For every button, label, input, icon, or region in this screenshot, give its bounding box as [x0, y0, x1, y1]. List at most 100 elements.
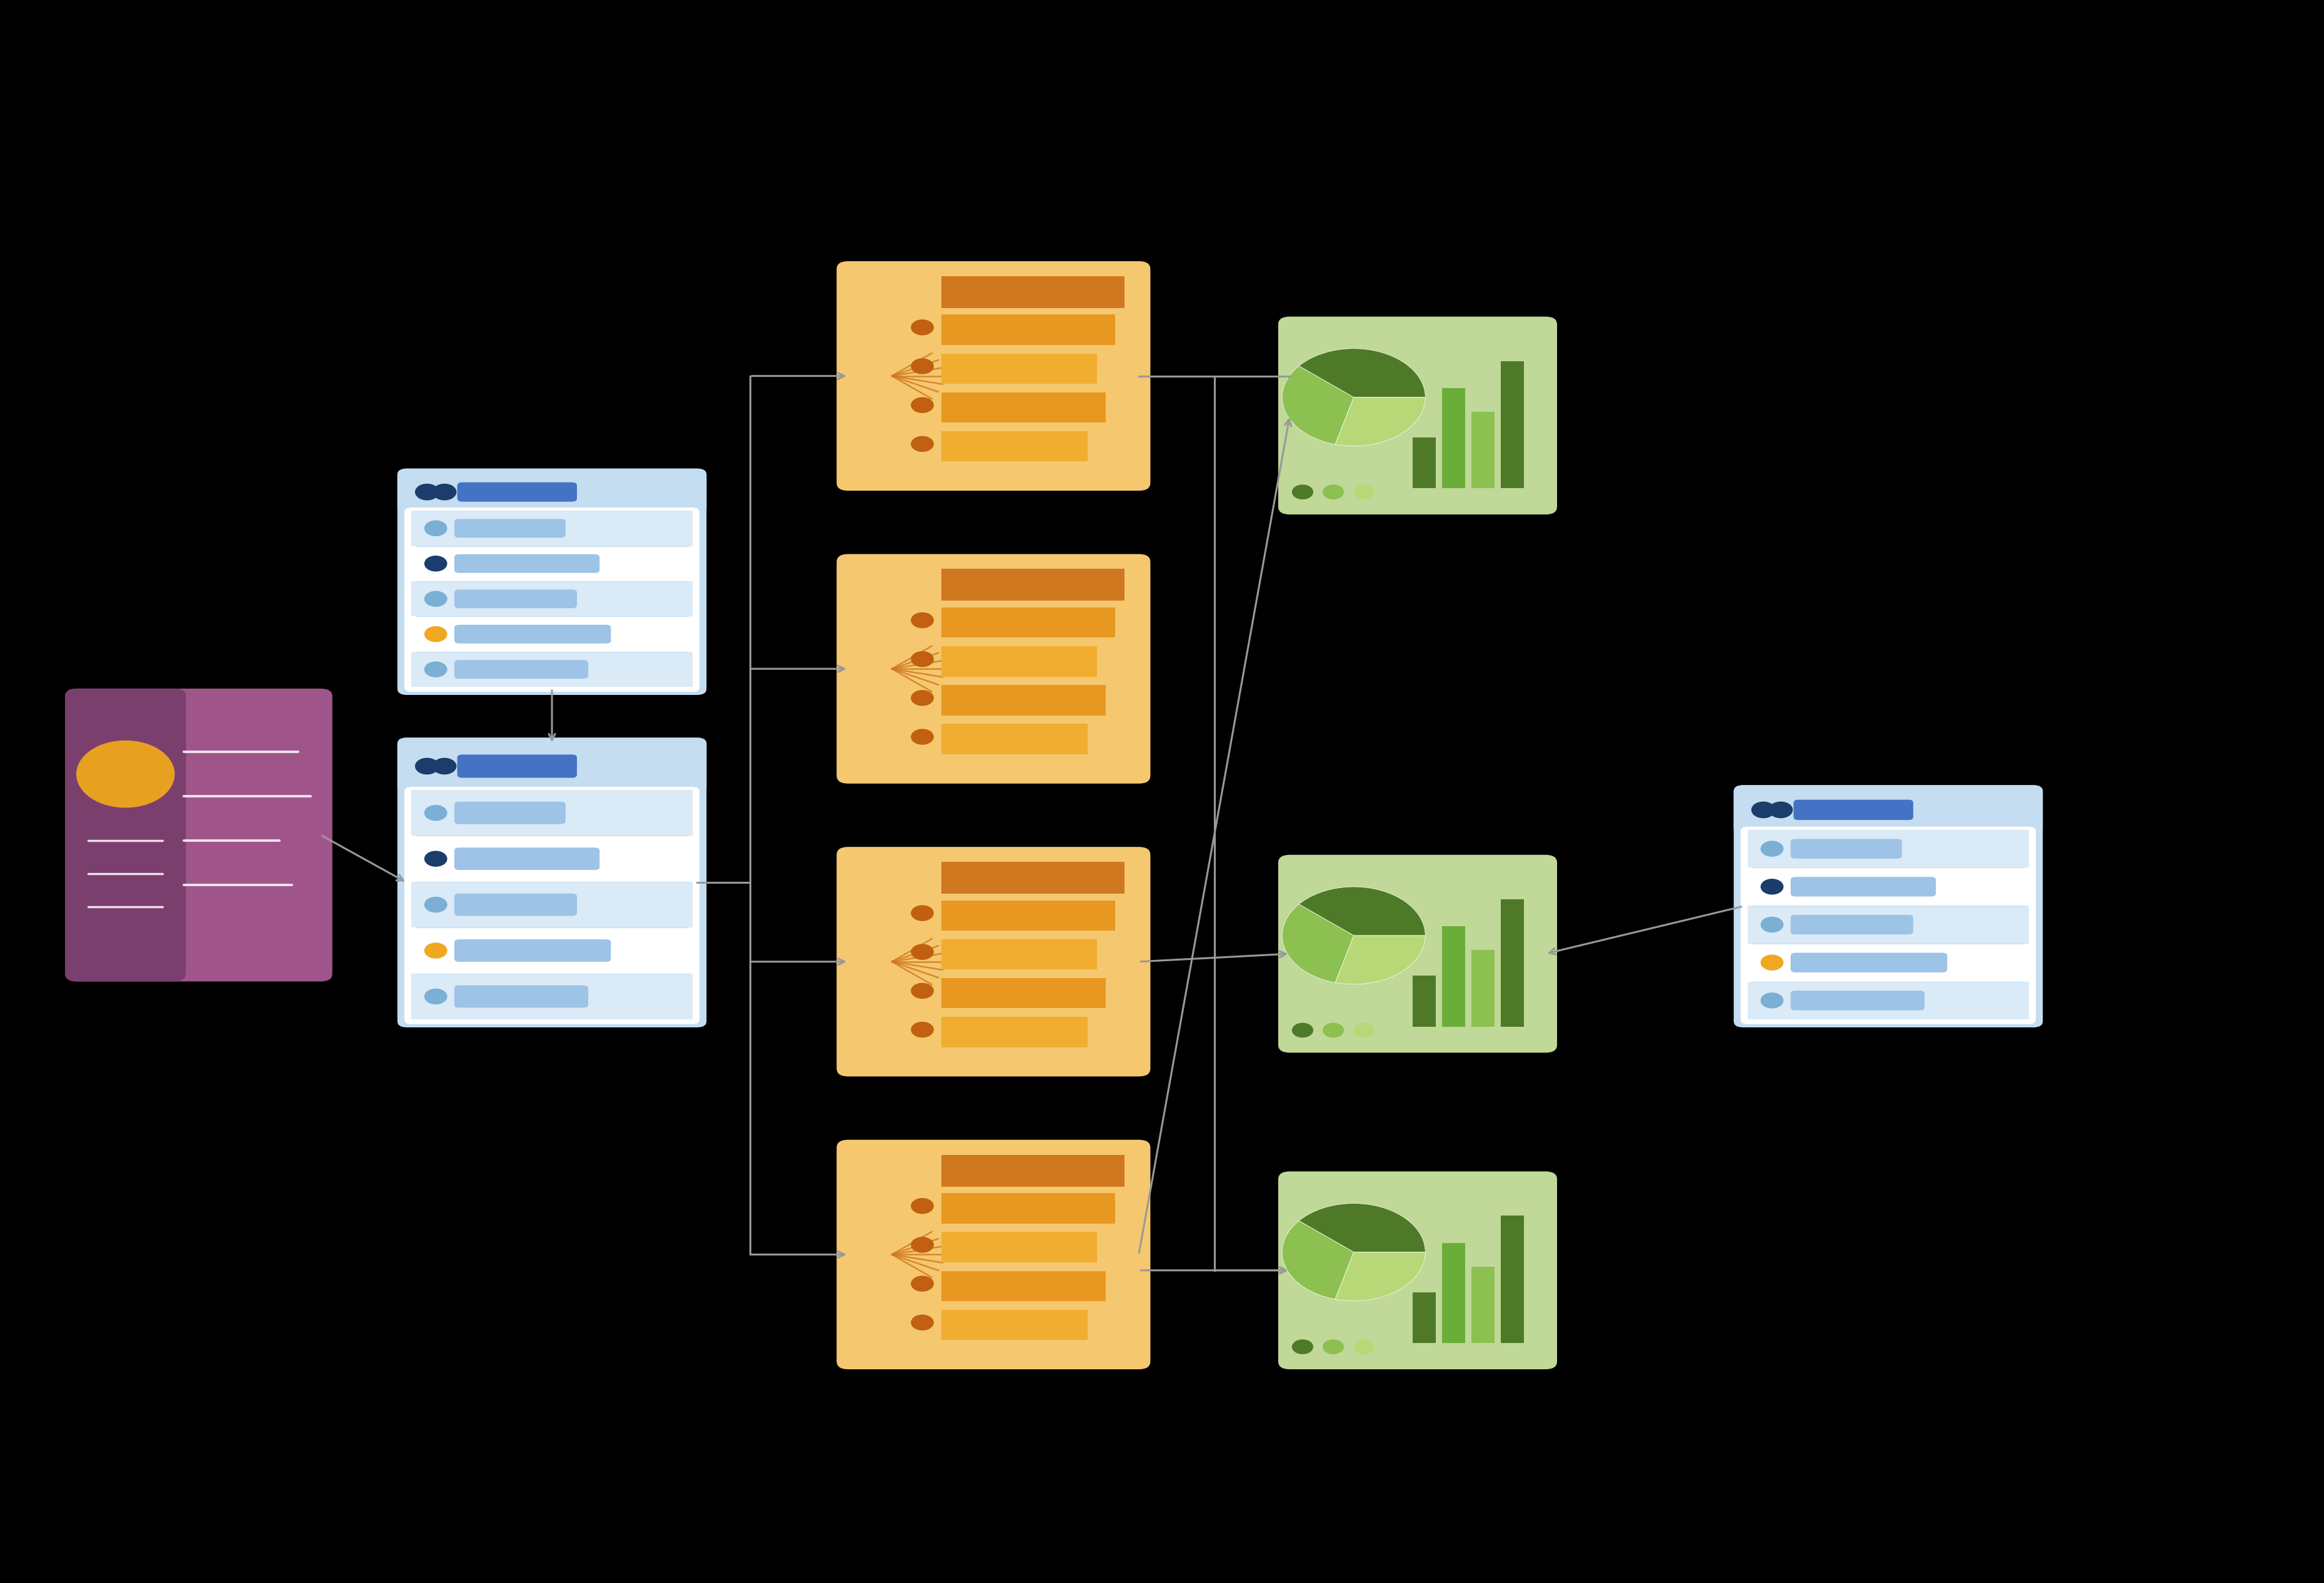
Bar: [1413, 975, 1436, 1027]
Circle shape: [77, 741, 174, 807]
Circle shape: [911, 613, 934, 628]
FancyBboxPatch shape: [453, 985, 588, 1008]
FancyBboxPatch shape: [837, 1140, 1150, 1369]
Bar: [941, 353, 1097, 383]
Bar: [941, 568, 1125, 602]
Circle shape: [911, 359, 934, 374]
Wedge shape: [1336, 1252, 1425, 1301]
FancyBboxPatch shape: [1278, 317, 1557, 514]
FancyBboxPatch shape: [453, 939, 611, 962]
Circle shape: [911, 905, 934, 921]
Bar: [1501, 899, 1525, 1027]
FancyBboxPatch shape: [1789, 991, 1924, 1010]
Bar: [941, 685, 1106, 716]
Bar: [1441, 388, 1464, 488]
Circle shape: [425, 943, 446, 958]
FancyBboxPatch shape: [1794, 799, 1913, 820]
FancyBboxPatch shape: [1741, 826, 2036, 1024]
Bar: [1501, 361, 1525, 488]
FancyBboxPatch shape: [837, 847, 1150, 1076]
Bar: [941, 646, 1097, 676]
Bar: [411, 974, 693, 1019]
Wedge shape: [1336, 936, 1425, 985]
FancyBboxPatch shape: [65, 689, 186, 981]
FancyBboxPatch shape: [1278, 1171, 1557, 1369]
Circle shape: [1353, 1339, 1373, 1353]
Bar: [1748, 829, 2029, 867]
Circle shape: [1769, 803, 1792, 818]
FancyBboxPatch shape: [458, 755, 576, 777]
Bar: [941, 1232, 1097, 1262]
Circle shape: [1322, 484, 1343, 499]
Bar: [941, 861, 1125, 894]
FancyBboxPatch shape: [397, 738, 706, 1027]
Bar: [941, 393, 1106, 423]
Bar: [1748, 905, 2029, 943]
Bar: [941, 901, 1116, 931]
Circle shape: [911, 1276, 934, 1292]
Circle shape: [416, 484, 439, 500]
Circle shape: [432, 758, 456, 774]
FancyBboxPatch shape: [404, 787, 700, 1024]
Bar: [941, 1194, 1116, 1224]
FancyBboxPatch shape: [397, 738, 706, 795]
Circle shape: [425, 592, 446, 606]
Wedge shape: [1283, 1220, 1353, 1300]
Circle shape: [1322, 1339, 1343, 1353]
Circle shape: [1752, 803, 1776, 818]
Circle shape: [911, 437, 934, 451]
Circle shape: [425, 627, 446, 641]
FancyBboxPatch shape: [458, 483, 576, 502]
Circle shape: [911, 1315, 934, 1330]
FancyBboxPatch shape: [397, 469, 706, 695]
Circle shape: [911, 945, 934, 959]
Circle shape: [1762, 955, 1783, 970]
Circle shape: [425, 989, 446, 1004]
Bar: [941, 608, 1116, 638]
FancyBboxPatch shape: [1789, 877, 1936, 896]
Circle shape: [911, 1198, 934, 1214]
Bar: [1471, 1266, 1494, 1342]
Bar: [941, 1309, 1088, 1339]
Wedge shape: [1299, 886, 1425, 936]
FancyBboxPatch shape: [453, 519, 565, 538]
Circle shape: [1353, 1023, 1373, 1037]
Circle shape: [425, 521, 446, 535]
Bar: [941, 723, 1088, 755]
Circle shape: [425, 556, 446, 571]
Bar: [1471, 412, 1494, 488]
Circle shape: [416, 758, 439, 774]
Circle shape: [425, 806, 446, 820]
Bar: [941, 431, 1088, 462]
Circle shape: [1292, 484, 1313, 499]
Circle shape: [1292, 1023, 1313, 1037]
Circle shape: [911, 320, 934, 336]
FancyBboxPatch shape: [453, 554, 600, 573]
Bar: [411, 790, 693, 836]
Circle shape: [425, 898, 446, 912]
Wedge shape: [1299, 1203, 1425, 1252]
Bar: [941, 275, 1125, 309]
FancyBboxPatch shape: [453, 801, 565, 825]
Circle shape: [911, 690, 934, 706]
FancyBboxPatch shape: [404, 508, 700, 692]
FancyBboxPatch shape: [453, 847, 600, 871]
Wedge shape: [1336, 397, 1425, 446]
FancyBboxPatch shape: [1789, 839, 1901, 858]
FancyBboxPatch shape: [837, 554, 1150, 784]
Circle shape: [432, 484, 456, 500]
Bar: [941, 315, 1116, 345]
Bar: [1413, 437, 1436, 488]
Bar: [411, 652, 693, 687]
Bar: [411, 511, 693, 546]
Bar: [1413, 1292, 1436, 1342]
Bar: [941, 1016, 1088, 1048]
Wedge shape: [1283, 366, 1353, 445]
FancyBboxPatch shape: [1789, 953, 1948, 972]
Circle shape: [1322, 1023, 1343, 1037]
Bar: [411, 581, 693, 616]
FancyBboxPatch shape: [453, 660, 588, 679]
Wedge shape: [1283, 904, 1353, 983]
Circle shape: [1762, 879, 1783, 894]
Circle shape: [1762, 993, 1783, 1008]
